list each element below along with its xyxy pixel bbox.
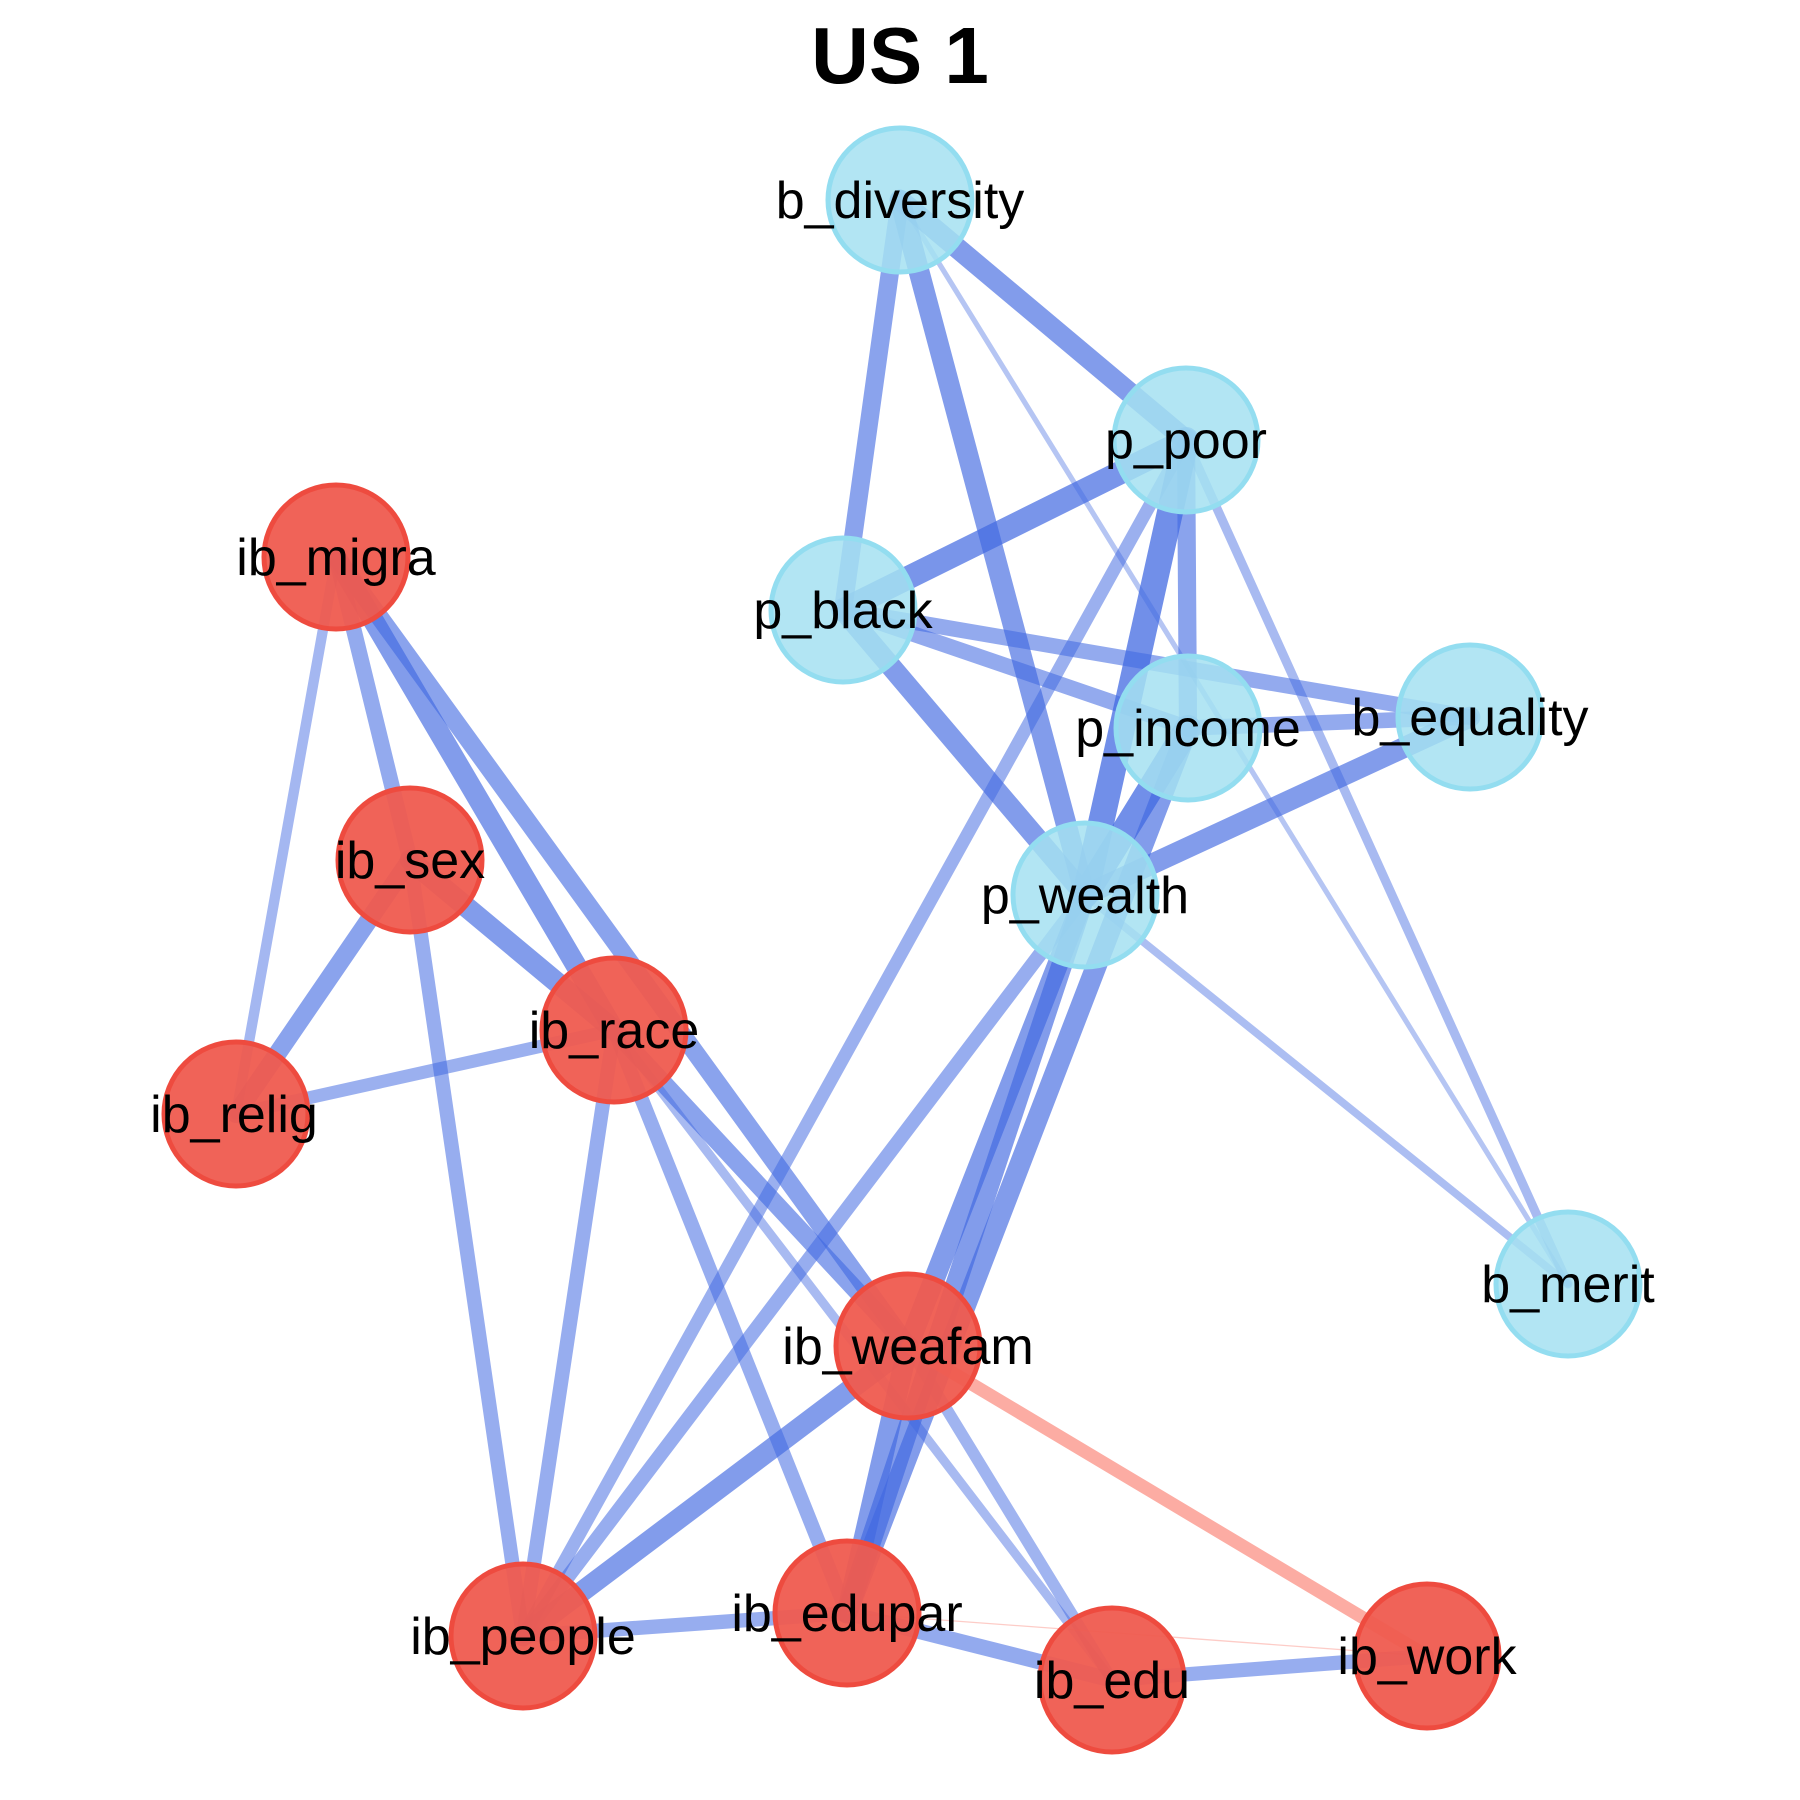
node-label-ib_edupar: ib_edupar [731, 1585, 962, 1643]
node-label-b_equality: b_equality [1351, 689, 1588, 747]
node-label-ib_weafam: ib_weafam [782, 1318, 1033, 1376]
node-label-ib_race: ib_race [529, 1002, 700, 1060]
node-p_income [1113, 653, 1263, 803]
node-ib_relig [161, 1039, 311, 1189]
edge-ib_race-ib_people [515, 1022, 622, 1644]
node-label-b_diversity: b_diversity [776, 172, 1025, 230]
node-label-ib_migra: ib_migra [236, 529, 435, 587]
node-p_poor [1111, 365, 1261, 515]
node-ib_edu [1037, 1605, 1187, 1755]
node-ib_weafam [833, 1271, 983, 1421]
edge-layer [226, 189, 1573, 1688]
edge-ib_sex-ib_people [402, 852, 531, 1644]
node-b_merit [1493, 1209, 1643, 1359]
edge-ib_migra-ib_relig [230, 551, 342, 1120]
node-p_wealth [1010, 820, 1160, 970]
edge-p_poor-b_merit [1181, 435, 1573, 1289]
edge-ib_weafam-ib_people [512, 1335, 919, 1647]
edge-p_wealth-b_merit [1081, 891, 1572, 1288]
node-label-ib_work: ib_work [1337, 1628, 1517, 1686]
node-ib_race [539, 955, 689, 1105]
node-b_diversity [825, 125, 975, 275]
node-label-p_wealth: p_wealth [981, 867, 1189, 925]
node-b_equality [1395, 642, 1545, 792]
node-label-b_merit: b_merit [1481, 1256, 1655, 1314]
node-ib_work [1352, 1581, 1502, 1731]
node-label-ib_edu: ib_edu [1034, 1652, 1190, 1710]
node-label-p_poor: p_poor [1105, 412, 1267, 470]
label-layer: b_diversity p_poor p_black p_income b_equali… [150, 172, 1655, 1710]
node-label-p_black: p_black [753, 582, 933, 640]
node-ib_migra [261, 482, 411, 632]
node-ib_sex [335, 785, 485, 935]
node-label-p_income: p_income [1075, 700, 1300, 758]
node-layer [161, 125, 1643, 1755]
edge-p_wealth-ib_people [515, 887, 1093, 1644]
edge-p_wealth-ib_edupar [836, 884, 1096, 1624]
node-label-ib_relig: ib_relig [150, 1086, 318, 1144]
node-ib_people [448, 1561, 598, 1711]
edge-ib_weafam-ib_work [901, 1339, 1434, 1663]
diagram-title: US 1 [811, 11, 989, 100]
node-label-ib_people: ib_people [410, 1608, 636, 1666]
edge-p_poor-ib_people [516, 433, 1193, 1643]
node-ib_edupar [772, 1538, 922, 1688]
node-p_black [768, 535, 918, 685]
node-label-ib_sex: ib_sex [335, 832, 485, 890]
edge-ib_migra-ib_weafam [326, 547, 918, 1356]
edge-ib_race-ib_edupar [606, 1022, 855, 1621]
